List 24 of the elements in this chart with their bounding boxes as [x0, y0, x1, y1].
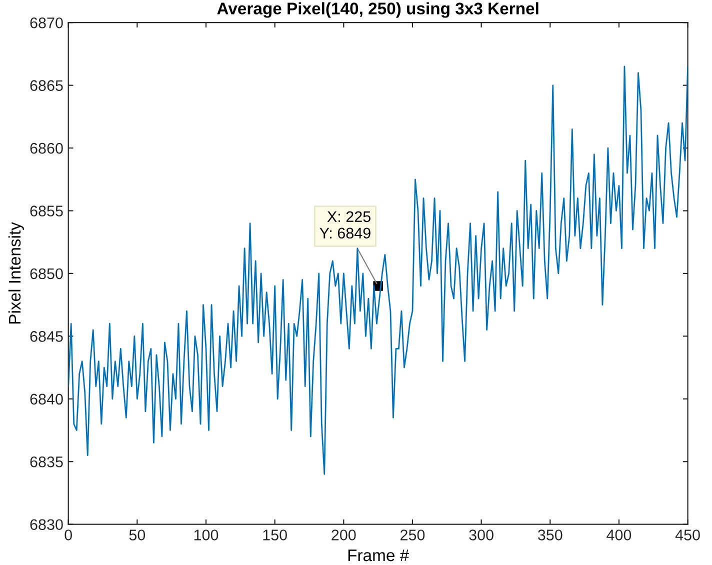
x-tick-label: 50	[129, 530, 146, 540]
x-tick-label: 0	[64, 530, 72, 540]
x-tick-label: 250	[400, 530, 425, 540]
y-tick-label: 6840	[30, 394, 63, 405]
y-tick-label: 6830	[30, 519, 63, 530]
x-tick-label: 300	[469, 530, 494, 540]
y-axis-title: Pixel Intensity	[8, 222, 24, 324]
y-tick-label: 6855	[30, 206, 63, 216]
x-tick-label: 400	[606, 530, 632, 540]
x-tick-label: 200	[332, 530, 356, 540]
x-tick-label: 450	[675, 530, 700, 540]
x-tick-label: 350	[538, 530, 562, 540]
chart-title: Average Pixel(140, 250) using 3x3 Kernel	[217, 2, 538, 18]
x-axis-title: Frame #	[348, 550, 410, 562]
x-tick-label: 150	[263, 530, 287, 540]
y-tick-label: 6865	[30, 80, 63, 91]
line-series	[68, 66, 688, 475]
y-tick-label: 6870	[30, 17, 63, 28]
y-tick-label: 6845	[30, 331, 63, 342]
y-tick-label: 6835	[30, 456, 63, 468]
y-tick-label: 6850	[30, 268, 63, 280]
y-tick-label: 6860	[30, 142, 63, 154]
x-tick-label: 100	[194, 530, 218, 540]
annotation: X: 225 Y: 6849	[320, 211, 370, 239]
